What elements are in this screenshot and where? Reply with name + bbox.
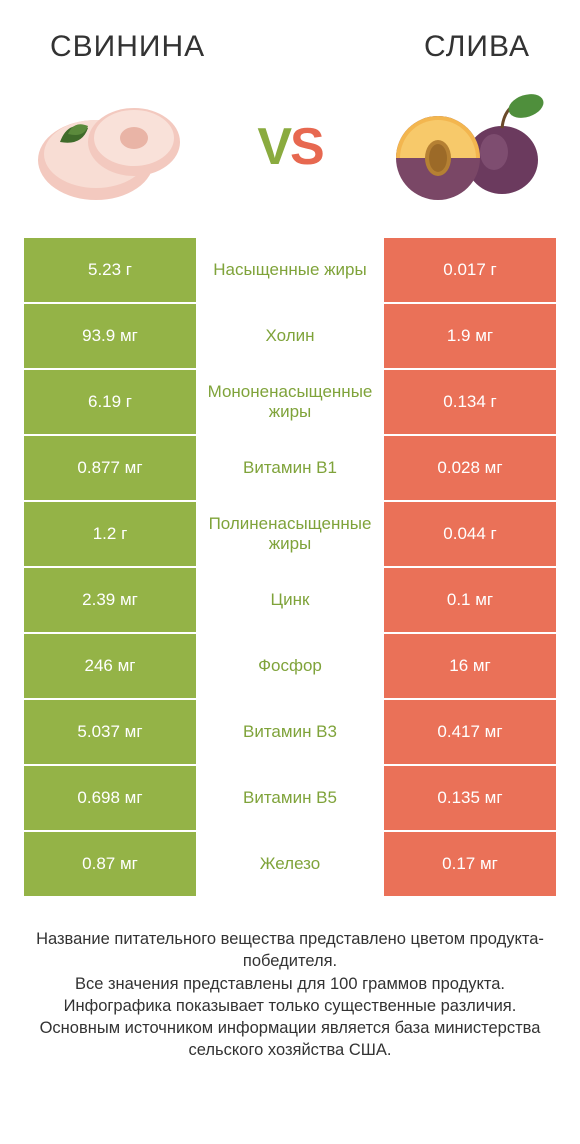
right-value-cell: 0.134 г <box>384 370 556 434</box>
left-value-cell: 2.39 мг <box>24 568 196 632</box>
table-row: 1.2 гПолиненасыщенные жиры0.044 г <box>24 502 556 566</box>
nutrient-label-cell: Холин <box>196 304 384 368</box>
left-value-cell: 1.2 г <box>24 502 196 566</box>
nutrient-label-cell: Цинк <box>196 568 384 632</box>
right-value-cell: 1.9 мг <box>384 304 556 368</box>
nutrient-label-cell: Витамин B3 <box>196 700 384 764</box>
table-row: 0.877 мгВитамин B10.028 мг <box>24 436 556 500</box>
titles-row: СВИНИНА СЛИВА <box>0 0 580 82</box>
table-row: 93.9 мгХолин1.9 мг <box>24 304 556 368</box>
table-row: 6.19 гМононенасыщенные жиры0.134 г <box>24 370 556 434</box>
table-row: 0.87 мгЖелезо0.17 мг <box>24 832 556 896</box>
table-row: 5.037 мгВитамин B30.417 мг <box>24 700 556 764</box>
left-value-cell: 0.698 мг <box>24 766 196 830</box>
table-row: 246 мгФосфор16 мг <box>24 634 556 698</box>
vs-letter-s: S <box>290 118 323 176</box>
left-value-cell: 6.19 г <box>24 370 196 434</box>
nutrition-table: 5.23 гНасыщенные жиры0.017 г93.9 мгХолин… <box>0 238 580 898</box>
pork-illustration <box>24 82 204 212</box>
left-value-cell: 0.87 мг <box>24 832 196 896</box>
plum-illustration <box>376 82 556 212</box>
nutrient-label-cell: Витамин B1 <box>196 436 384 500</box>
images-row: VS <box>0 82 580 238</box>
left-value-cell: 5.23 г <box>24 238 196 302</box>
vs-label: VS <box>257 117 322 177</box>
nutrient-label-cell: Железо <box>196 832 384 896</box>
left-value-cell: 93.9 мг <box>24 304 196 368</box>
nutrient-label-cell: Витамин B5 <box>196 766 384 830</box>
table-row: 0.698 мгВитамин B50.135 мг <box>24 766 556 830</box>
right-value-cell: 0.417 мг <box>384 700 556 764</box>
right-value-cell: 0.028 мг <box>384 436 556 500</box>
nutrient-label-cell: Полиненасыщенные жиры <box>196 502 384 566</box>
table-row: 2.39 мгЦинк0.1 мг <box>24 568 556 632</box>
right-value-cell: 0.044 г <box>384 502 556 566</box>
infographic-root: СВИНИНА СЛИВА VS <box>0 0 580 1144</box>
right-value-cell: 16 мг <box>384 634 556 698</box>
nutrient-label-cell: Мононенасыщенные жиры <box>196 370 384 434</box>
right-product-title: СЛИВА <box>424 30 530 64</box>
nutrient-label-cell: Насыщенные жиры <box>196 238 384 302</box>
footnote-text: Название питательного вещества представл… <box>0 898 580 1062</box>
right-value-cell: 0.1 мг <box>384 568 556 632</box>
right-value-cell: 0.135 мг <box>384 766 556 830</box>
left-value-cell: 5.037 мг <box>24 700 196 764</box>
nutrient-label-cell: Фосфор <box>196 634 384 698</box>
left-product-title: СВИНИНА <box>50 30 205 64</box>
vs-letter-v: V <box>257 118 290 176</box>
left-value-cell: 246 мг <box>24 634 196 698</box>
right-value-cell: 0.017 г <box>384 238 556 302</box>
left-value-cell: 0.877 мг <box>24 436 196 500</box>
table-row: 5.23 гНасыщенные жиры0.017 г <box>24 238 556 302</box>
right-value-cell: 0.17 мг <box>384 832 556 896</box>
